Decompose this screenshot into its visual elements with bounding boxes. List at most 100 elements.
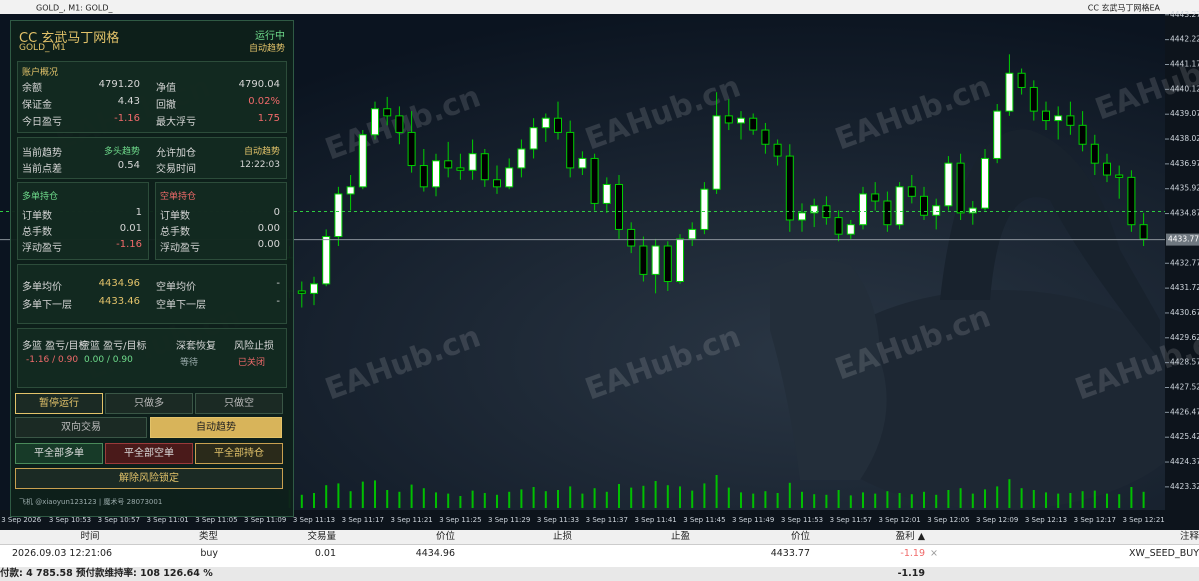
volume-bar [593,488,596,508]
volume-bar [691,490,694,508]
button[interactable]: 只做多 [105,393,193,414]
candle-body [944,162,953,207]
y-tick-label: 4429.62 [1170,333,1199,342]
window-title: GOLD_, M1: GOLD_ [36,4,114,13]
button[interactable]: 自动趋势 [150,417,282,438]
footer: 飞机 @xiaoyun123123 | 魔术号 28073001 [19,498,163,506]
x-tick-label: 3 Sep 11:25 [439,516,481,524]
value: 0.00 / 0.90 [84,355,133,365]
label: 允许加仓 [156,148,196,159]
candle-body [322,236,331,285]
volume-bar [703,483,706,508]
x-tick-label: 3 Sep 11:21 [390,516,432,524]
candle-body [968,207,977,214]
volume-bar [910,494,913,508]
candle-body [676,238,684,282]
volume-bar [630,487,633,508]
candle-body [993,110,1002,159]
y-tick-label: 4432.77 [1170,258,1199,267]
table-cell: 0.01 [314,548,336,559]
title-bar [0,0,1199,14]
volume-bar [313,493,315,508]
volume-bar [349,491,352,508]
volume-bar [337,483,340,508]
ea-label: CC 玄武马丁网格EA [1088,3,1161,13]
volume-bar [947,490,950,508]
x-tick-label: 3 Sep 12:21 [1122,516,1164,524]
candle-body [358,134,367,188]
x-tick-label: 3 Sep 10:57 [98,516,140,524]
y-tick-label: 4423.32 [1170,482,1199,491]
volume-bar [666,485,669,508]
volume-bar [1020,488,1023,508]
label: 浮动盈亏 [22,243,62,254]
x-tick-label: 3 Sep 11:17 [342,516,384,524]
candle-body [1042,110,1050,122]
label: 订单数 [160,211,190,222]
volume-bar [508,491,511,508]
volume-bar [618,484,620,508]
candle-body [895,186,904,226]
candle-body [419,165,428,188]
y-tick-label: 4424.37 [1170,457,1199,466]
candle-body [1127,176,1136,226]
candle-body [651,245,660,275]
label: 订单数 [22,211,52,222]
position-section: 空单持仓 订单数 0 总手数 0.00 浮动盈亏 0.00 [155,182,287,260]
panel-title: CC 玄武马丁网格 [19,31,120,46]
table-header: 交易量 [307,531,336,542]
volume-bar [886,491,889,508]
x-tick-label: 3 Sep 11:45 [683,516,725,524]
candle-body [871,193,880,202]
value: 多头趋势 [103,147,140,157]
label: 总手数 [22,227,52,238]
button[interactable]: 平全部多单 [15,443,103,464]
candle-body [529,127,538,150]
price-axis [1165,14,1199,510]
volume-bar [1106,493,1108,508]
candle-body [785,155,794,221]
volume-bar [825,494,828,508]
y-tick-label: 4427.52 [1170,382,1199,391]
value: 自动趋势 [243,147,280,157]
panel-section: 当前趋势 多头趋势 允许加仓 自动趋势 当前点差 0.54 交易时间 12:22:03 [17,137,287,179]
button[interactable]: 双向交易 [15,417,147,438]
button[interactable]: 只做空 [195,393,283,414]
candle-body [395,115,404,133]
value: 0.02% [248,96,280,107]
label: 深套恢复 [176,341,216,352]
x-tick-label: 3 Sep 11:29 [488,516,530,524]
current-price-label: 4433.77 [1168,235,1199,244]
x-tick-label: 3 Sep 12:05 [927,516,969,524]
volume-bar [642,485,645,508]
label: 空单下一层 [156,300,206,311]
label: 交易时间 [156,164,196,175]
candle-body [956,162,965,214]
volume-bar [496,494,498,508]
button[interactable]: 平全部空单 [105,443,193,464]
table-header: 盈利 ▲ [895,531,925,542]
candle-body [480,153,489,181]
volume-bar [410,484,413,508]
table-header: 时间 [80,531,100,542]
candle-body [749,117,758,131]
candle-body [1103,162,1111,176]
candle-body [859,193,867,226]
x-tick-label: 3 Sep 11:53 [781,516,823,524]
candle-body [932,205,941,216]
volume-bar [849,495,852,508]
candle-body [1078,124,1087,145]
table-cell: buy [200,548,218,559]
volume-bar [1081,491,1084,508]
button[interactable]: 解除风险锁定 [15,468,283,489]
volume-bar [715,475,718,508]
value: 0 [273,207,280,218]
candle-body [724,115,733,124]
volume-bar [325,485,328,508]
candle-body [346,186,355,195]
button[interactable]: 暂停运行 [15,393,103,414]
button[interactable]: 平全部持仓 [195,443,283,464]
candle-body [798,212,806,221]
candle-body [468,153,477,171]
volume-bar [679,486,681,508]
